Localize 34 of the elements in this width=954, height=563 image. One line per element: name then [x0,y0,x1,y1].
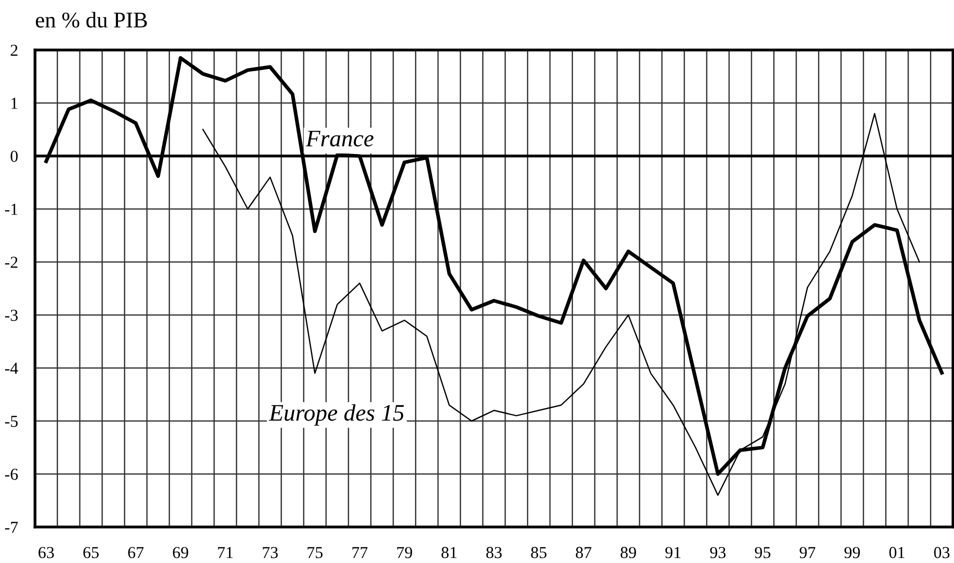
x-tick-label: 95 [754,546,770,558]
y-tick-label: -7 [5,522,18,533]
y-tick-label: 1 [11,98,18,109]
x-tick-label: 75 [308,547,323,558]
x-tick-label: 99 [844,546,860,558]
y-tick-label: -4 [5,362,18,374]
x-tick-label: 69 [172,546,188,558]
x-tick-label: 73 [262,546,278,558]
x-tick-label: 77 [352,547,368,558]
x-tick-label: 03 [934,546,950,558]
x-tick-label: 67 [128,546,144,558]
x-tick-label: 63 [38,546,54,558]
y-tick-label: 0 [10,150,18,162]
y-tick-label: -3 [5,310,18,321]
y-tick-label: -1 [5,204,18,215]
x-tick-label: 71 [218,547,233,558]
x-tick-label: 01 [889,546,904,558]
x-tick-label: 65 [83,546,99,558]
y-tick-label: -2 [5,256,18,268]
x-tick-label: 87 [576,546,592,558]
series-label: France [306,130,374,147]
y-tick-label: 2 [10,44,18,56]
x-tick-label: 79 [397,546,412,558]
y-tick-label: -6 [5,468,18,480]
x-tick-label: 89 [620,546,636,558]
x-tick-label: 97 [800,546,816,558]
x-tick-label: 93 [710,546,726,558]
x-tick-label: 85 [531,546,546,558]
y-tick-label: -5 [5,416,18,427]
x-tick-label: 83 [486,546,502,558]
series-label: Europe des 15 [268,404,404,426]
x-tick-label: 91 [665,546,680,558]
chart-title: en % du PIB [36,12,147,28]
x-tick-label: 81 [442,546,457,558]
